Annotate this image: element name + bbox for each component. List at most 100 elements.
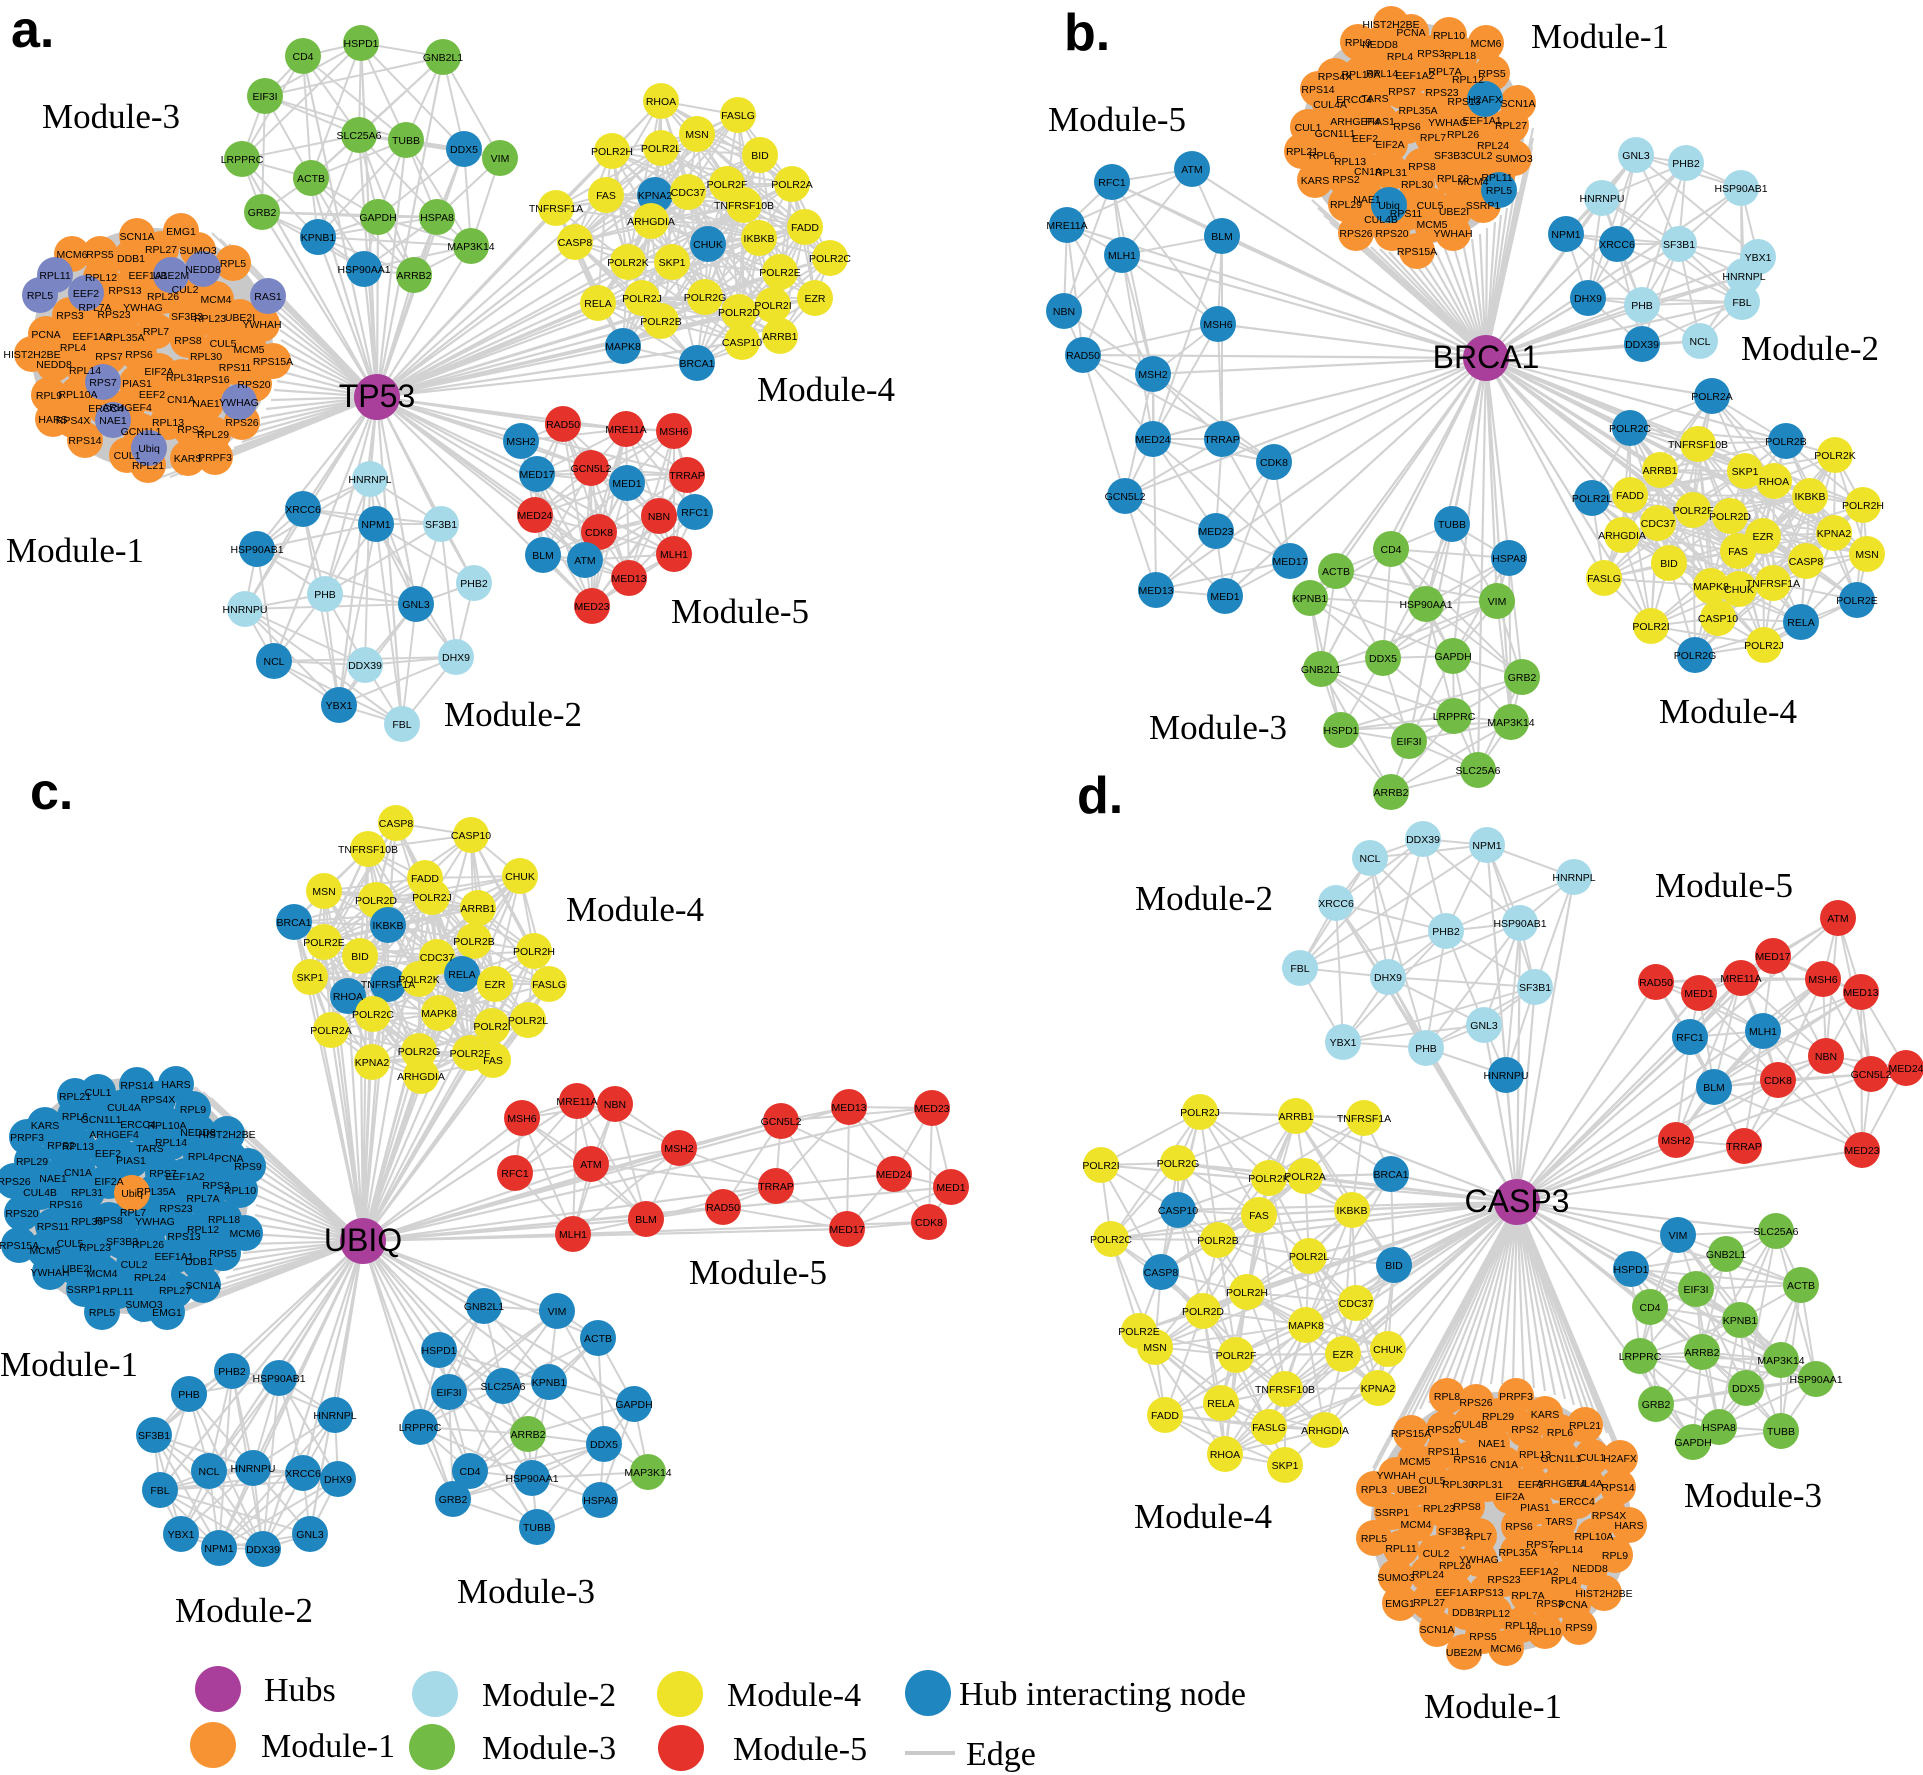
svg-text:POLR2K: POLR2K bbox=[1814, 450, 1855, 462]
svg-text:GCN5L2: GCN5L2 bbox=[761, 1116, 802, 1128]
svg-text:DHX9: DHX9 bbox=[324, 1474, 352, 1486]
svg-text:SLC25A6: SLC25A6 bbox=[481, 1381, 526, 1393]
svg-text:RPS23: RPS23 bbox=[97, 309, 130, 321]
svg-text:RPS3: RPS3 bbox=[56, 310, 84, 322]
svg-text:PIAS1: PIAS1 bbox=[1365, 116, 1395, 128]
svg-text:POLR2E: POLR2E bbox=[1118, 1326, 1159, 1338]
svg-text:SLC25A6: SLC25A6 bbox=[337, 130, 382, 142]
svg-text:RPL9: RPL9 bbox=[1602, 1550, 1628, 1562]
svg-text:POLR2A: POLR2A bbox=[310, 1025, 351, 1037]
svg-text:MSH6: MSH6 bbox=[507, 1113, 536, 1125]
svg-text:RPS4X: RPS4X bbox=[1592, 1510, 1626, 1522]
svg-text:TARS: TARS bbox=[1545, 1516, 1572, 1528]
svg-text:NBN: NBN bbox=[648, 511, 670, 523]
svg-text:GNB2L1: GNB2L1 bbox=[1706, 1249, 1746, 1261]
svg-text:RPS7: RPS7 bbox=[89, 377, 117, 389]
svg-text:TNFRSF1A: TNFRSF1A bbox=[529, 203, 583, 215]
svg-text:BLM: BLM bbox=[635, 1214, 657, 1226]
svg-text:RPL26: RPL26 bbox=[1447, 129, 1479, 141]
svg-text:GCN5L2: GCN5L2 bbox=[1105, 491, 1146, 503]
svg-text:GCN1L1: GCN1L1 bbox=[81, 1114, 122, 1126]
svg-text:DDX39: DDX39 bbox=[246, 1544, 280, 1556]
svg-text:POLR2I: POLR2I bbox=[754, 300, 791, 312]
svg-text:RPL4: RPL4 bbox=[1387, 51, 1413, 63]
svg-text:RPS2: RPS2 bbox=[177, 424, 205, 436]
svg-text:POLR2G: POLR2G bbox=[1157, 1158, 1200, 1170]
svg-text:RPL4: RPL4 bbox=[1551, 1575, 1577, 1587]
svg-text:GNL3: GNL3 bbox=[296, 1529, 324, 1541]
svg-text:Module-2: Module-2 bbox=[175, 1591, 313, 1630]
svg-text:POLR2A: POLR2A bbox=[1284, 1171, 1325, 1183]
svg-text:ACTB: ACTB bbox=[1322, 566, 1350, 578]
svg-text:MED24: MED24 bbox=[517, 510, 552, 522]
svg-text:HSP90AA1: HSP90AA1 bbox=[505, 1473, 558, 1485]
svg-text:MSN: MSN bbox=[1855, 549, 1878, 561]
svg-text:POLR2L: POLR2L bbox=[641, 143, 681, 155]
svg-text:CUL2: CUL2 bbox=[1423, 1548, 1450, 1560]
svg-text:CASP8: CASP8 bbox=[558, 237, 593, 249]
svg-text:RPS11: RPS11 bbox=[219, 362, 252, 374]
svg-text:MED23: MED23 bbox=[1844, 1145, 1879, 1157]
svg-text:RPL6: RPL6 bbox=[1309, 150, 1335, 162]
svg-text:TNFRSF10B: TNFRSF10B bbox=[338, 844, 398, 856]
svg-text:POLR2E: POLR2E bbox=[303, 937, 344, 949]
svg-text:RELA: RELA bbox=[1787, 617, 1814, 629]
svg-text:Module-5: Module-5 bbox=[689, 1253, 827, 1292]
svg-text:MAPK8: MAPK8 bbox=[1288, 1320, 1324, 1332]
svg-text:PHB2: PHB2 bbox=[218, 1366, 246, 1378]
svg-text:POLR2H: POLR2H bbox=[1842, 500, 1884, 512]
svg-text:RPL30: RPL30 bbox=[190, 351, 222, 363]
svg-text:CASP8: CASP8 bbox=[1144, 1267, 1179, 1279]
svg-text:RPS3: RPS3 bbox=[1417, 48, 1445, 60]
svg-text:RPL29: RPL29 bbox=[197, 429, 229, 441]
svg-text:FADD: FADD bbox=[1151, 1410, 1179, 1422]
svg-text:KARS: KARS bbox=[174, 453, 203, 465]
svg-text:IKBKB: IKBKB bbox=[1795, 491, 1826, 503]
svg-text:RPS5: RPS5 bbox=[209, 1248, 237, 1260]
svg-text:MRE11A: MRE11A bbox=[1720, 973, 1761, 985]
svg-text:RFC1: RFC1 bbox=[681, 507, 709, 519]
svg-text:MSH2: MSH2 bbox=[1138, 369, 1167, 381]
svg-text:CUL1: CUL1 bbox=[1579, 1452, 1606, 1464]
svg-text:TNFRSF1A: TNFRSF1A bbox=[1746, 578, 1800, 590]
svg-text:CUL1: CUL1 bbox=[114, 450, 141, 462]
svg-text:Module-4: Module-4 bbox=[727, 1677, 861, 1714]
svg-text:RPS8: RPS8 bbox=[1453, 1501, 1481, 1513]
svg-text:PCNA: PCNA bbox=[1558, 1599, 1587, 1611]
svg-text:RPS7: RPS7 bbox=[95, 351, 123, 363]
svg-text:TRRAP: TRRAP bbox=[1204, 434, 1240, 446]
svg-text:RPL3: RPL3 bbox=[1361, 1484, 1387, 1496]
svg-text:RPL7: RPL7 bbox=[1466, 1531, 1492, 1543]
svg-text:Module-4: Module-4 bbox=[757, 370, 895, 409]
svg-text:GCN5L2: GCN5L2 bbox=[1851, 1069, 1892, 1081]
svg-text:RPL24: RPL24 bbox=[134, 1272, 166, 1284]
svg-text:MAP3K14: MAP3K14 bbox=[447, 241, 494, 253]
svg-text:RPS2: RPS2 bbox=[1332, 174, 1360, 186]
svg-text:UBE2M: UBE2M bbox=[1446, 1647, 1482, 1659]
svg-text:VIM: VIM bbox=[1488, 596, 1507, 608]
svg-text:ARRB1: ARRB1 bbox=[1642, 465, 1677, 477]
svg-text:NEDD8: NEDD8 bbox=[36, 359, 72, 371]
svg-text:RHOA: RHOA bbox=[1210, 1449, 1240, 1461]
svg-text:POLR2C: POLR2C bbox=[1609, 423, 1651, 435]
svg-text:DDX39: DDX39 bbox=[1406, 834, 1440, 846]
svg-text:POLR2H: POLR2H bbox=[591, 146, 633, 158]
svg-text:RPL35A: RPL35A bbox=[1398, 105, 1437, 117]
svg-text:GCN1L1: GCN1L1 bbox=[121, 426, 162, 438]
svg-text:MAP3K14: MAP3K14 bbox=[1487, 717, 1534, 729]
svg-text:CHUK: CHUK bbox=[1724, 584, 1754, 596]
svg-text:CUL5: CUL5 bbox=[1419, 1475, 1446, 1487]
svg-text:Module-5: Module-5 bbox=[1048, 100, 1186, 139]
svg-text:Module-3: Module-3 bbox=[1149, 708, 1287, 747]
svg-text:CD4: CD4 bbox=[1380, 544, 1401, 556]
svg-text:Module-2: Module-2 bbox=[1741, 329, 1879, 368]
svg-text:CN1A: CN1A bbox=[1354, 166, 1382, 178]
svg-text:HIST2H2BE: HIST2H2BE bbox=[198, 1129, 255, 1141]
svg-text:HSPD1: HSPD1 bbox=[343, 38, 378, 50]
svg-text:DHX9: DHX9 bbox=[442, 652, 470, 664]
svg-text:RPS16: RPS16 bbox=[1453, 1454, 1486, 1466]
svg-text:CUL2: CUL2 bbox=[172, 284, 199, 296]
svg-text:MED1: MED1 bbox=[1210, 591, 1239, 603]
svg-text:RPS8: RPS8 bbox=[174, 335, 202, 347]
svg-text:Module-1: Module-1 bbox=[261, 1728, 395, 1765]
